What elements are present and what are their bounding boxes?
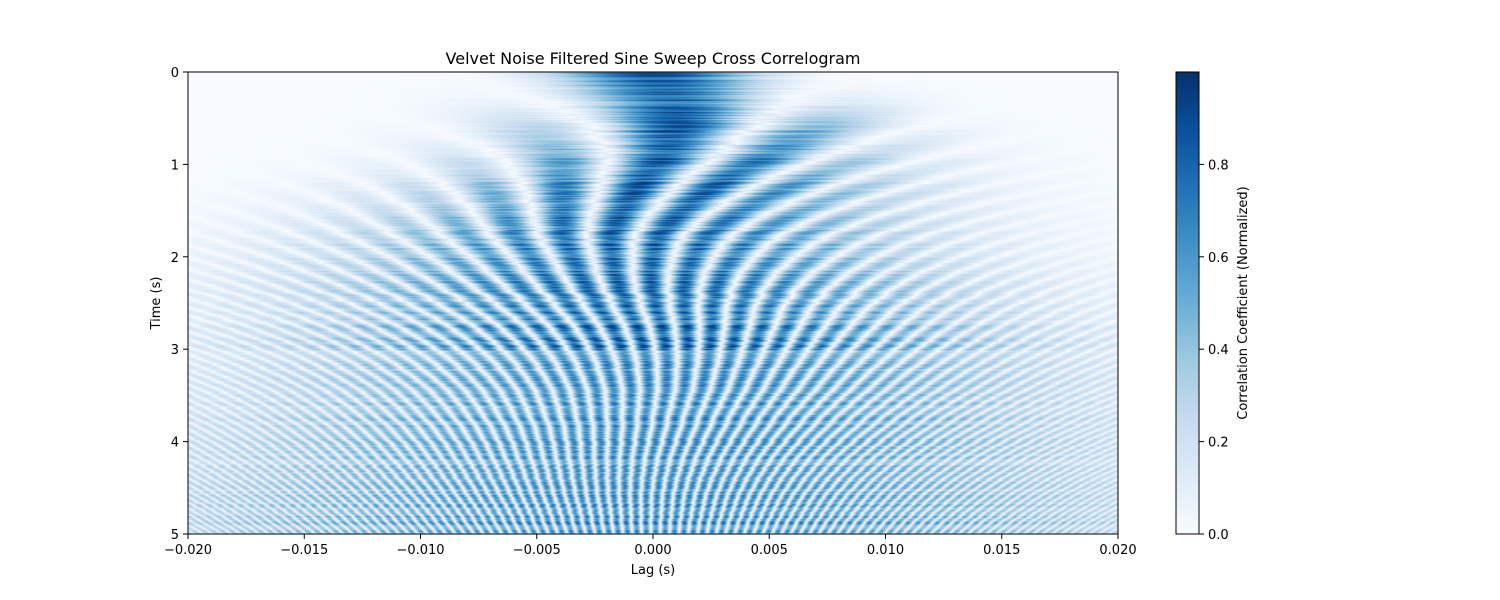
colorbar-tick-label: 0.2 xyxy=(1208,436,1229,451)
colorbar-tick-label: 0.6 xyxy=(1208,251,1229,266)
colorbar xyxy=(1175,71,1200,535)
colorbar-axis: 0.0 0.2 0.4 0.6 0.8 xyxy=(1199,158,1229,543)
colorbar-label: Correlation Coefficient (Normalized) xyxy=(1236,186,1251,420)
y-axis-label: Time (s) xyxy=(149,277,164,331)
y-tick-label: 3 xyxy=(171,343,179,358)
y-tick-label: 5 xyxy=(171,528,179,543)
x-axis-label: Lag (s) xyxy=(631,563,676,578)
x-tick-label: 0.010 xyxy=(867,543,904,558)
x-tick-label: −0.020 xyxy=(164,543,212,558)
y-tick-label: 1 xyxy=(171,158,179,173)
plot-frame xyxy=(187,71,1119,535)
correlogram-heatmap xyxy=(188,72,1118,534)
y-tick-label: 2 xyxy=(171,251,179,266)
y-tick-label: 4 xyxy=(171,436,179,451)
x-tick-label: 0.000 xyxy=(634,543,671,558)
x-tick-label: −0.010 xyxy=(396,543,444,558)
colorbar-tick-label: 0.4 xyxy=(1208,343,1229,358)
x-tick-label: 0.005 xyxy=(751,543,788,558)
x-tick-label: −0.005 xyxy=(513,543,561,558)
x-axis: −0.020 −0.015 −0.010 −0.005 0.000 0.005 0.010 0… xyxy=(164,534,1137,558)
colorbar-tick-label: 0.0 xyxy=(1208,528,1229,543)
y-axis: 0 1 2 3 4 5 xyxy=(171,66,188,543)
x-tick-label: 0.020 xyxy=(1099,543,1136,558)
x-tick-label: 0.015 xyxy=(983,543,1020,558)
chart-title: Velvet Noise Filtered Sine Sweep Cross C… xyxy=(446,49,861,68)
colorbar-tick-label: 0.8 xyxy=(1208,158,1229,173)
y-tick-label: 0 xyxy=(171,66,179,81)
x-tick-label: −0.015 xyxy=(280,543,328,558)
